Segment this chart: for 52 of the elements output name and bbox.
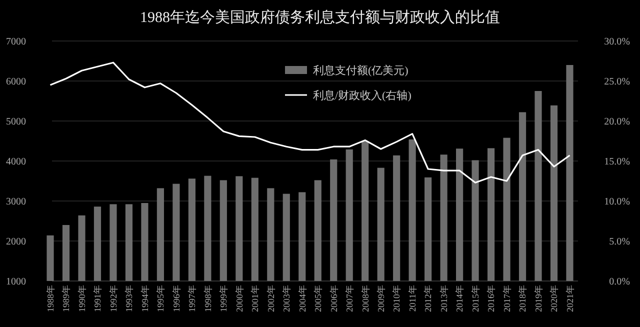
x-tick-label: 1996年 <box>171 285 182 312</box>
y-tick-label: 1000 <box>6 276 26 288</box>
x-tick-label: 1988年 <box>45 285 56 312</box>
x-tick-label: 1992年 <box>108 285 118 312</box>
legend-label: 利息/财政收入(右轴) <box>313 88 412 102</box>
x-tick-label: 2010年 <box>392 285 402 312</box>
y2-tick-label: 25.0% <box>604 76 630 88</box>
x-tick-label: 2020年 <box>549 285 560 312</box>
x-tick-label: 1993年 <box>124 285 134 312</box>
x-tick-label: 1998年 <box>202 285 213 312</box>
x-tick-label: 1989年 <box>61 285 72 312</box>
chart-title: 1988年迄今美国政府债务利息支付额与财政收入的比值 <box>140 9 500 26</box>
x-tick-label: 1990年 <box>76 285 87 312</box>
x-tick-label: 2004年 <box>297 285 308 312</box>
x-tick-label: 2021年 <box>564 285 575 312</box>
y-tick-label: 3000 <box>6 196 26 208</box>
x-tick-label: 2019年 <box>533 285 544 312</box>
y-tick-label: 7000 <box>6 36 26 48</box>
x-tick-label: 1994年 <box>140 285 150 312</box>
y2-tick-label: 30.0% <box>604 36 630 48</box>
x-tick-label: 2014年 <box>454 285 465 312</box>
x-tick-label: 2002年 <box>266 285 276 312</box>
x-tick-label: 2005年 <box>313 285 324 312</box>
y2-tick-label: 10.0% <box>604 196 630 208</box>
y-tick-label: 6000 <box>6 76 26 88</box>
y2-tick-label: 0.0% <box>609 276 630 288</box>
x-tick-label: 2006年 <box>328 285 339 312</box>
x-tick-label: 1991年 <box>92 285 103 312</box>
y-tick-label: 5000 <box>6 116 26 128</box>
x-tick-label: 2017年 <box>502 285 512 312</box>
x-tick-label: 2003年 <box>282 285 292 312</box>
x-tick-label: 2008年 <box>360 285 370 312</box>
y2-tick-label: 20.0% <box>604 116 630 128</box>
line-series <box>49 62 571 184</box>
x-tick-label: 1995年 <box>156 285 166 312</box>
x-tick-label: 2012年 <box>423 285 434 312</box>
x-tick-label: 2018年 <box>518 285 528 312</box>
x-tick-label: 2015年 <box>470 285 480 312</box>
x-tick-label: 2007年 <box>344 285 355 312</box>
x-tick-label: 2013年 <box>438 285 449 312</box>
legend-label: 利息支付额(亿美元) <box>313 64 409 77</box>
x-tick-label: 2011年 <box>407 285 418 312</box>
x-tick-label: 1999年 <box>218 285 229 312</box>
y2-tick-label: 5.0% <box>609 236 630 248</box>
y-tick-label: 2000 <box>6 236 26 248</box>
x-tick-label: 2009年 <box>376 285 386 312</box>
x-tick-label: 2016年 <box>486 285 496 312</box>
x-tick-label: 1997年 <box>187 285 198 312</box>
x-tick-label: 2001年 <box>250 285 260 312</box>
y-tick-label: 4000 <box>6 156 26 168</box>
y2-tick-label: 15.0% <box>604 156 630 168</box>
x-tick-label: 2000年 <box>234 285 244 312</box>
